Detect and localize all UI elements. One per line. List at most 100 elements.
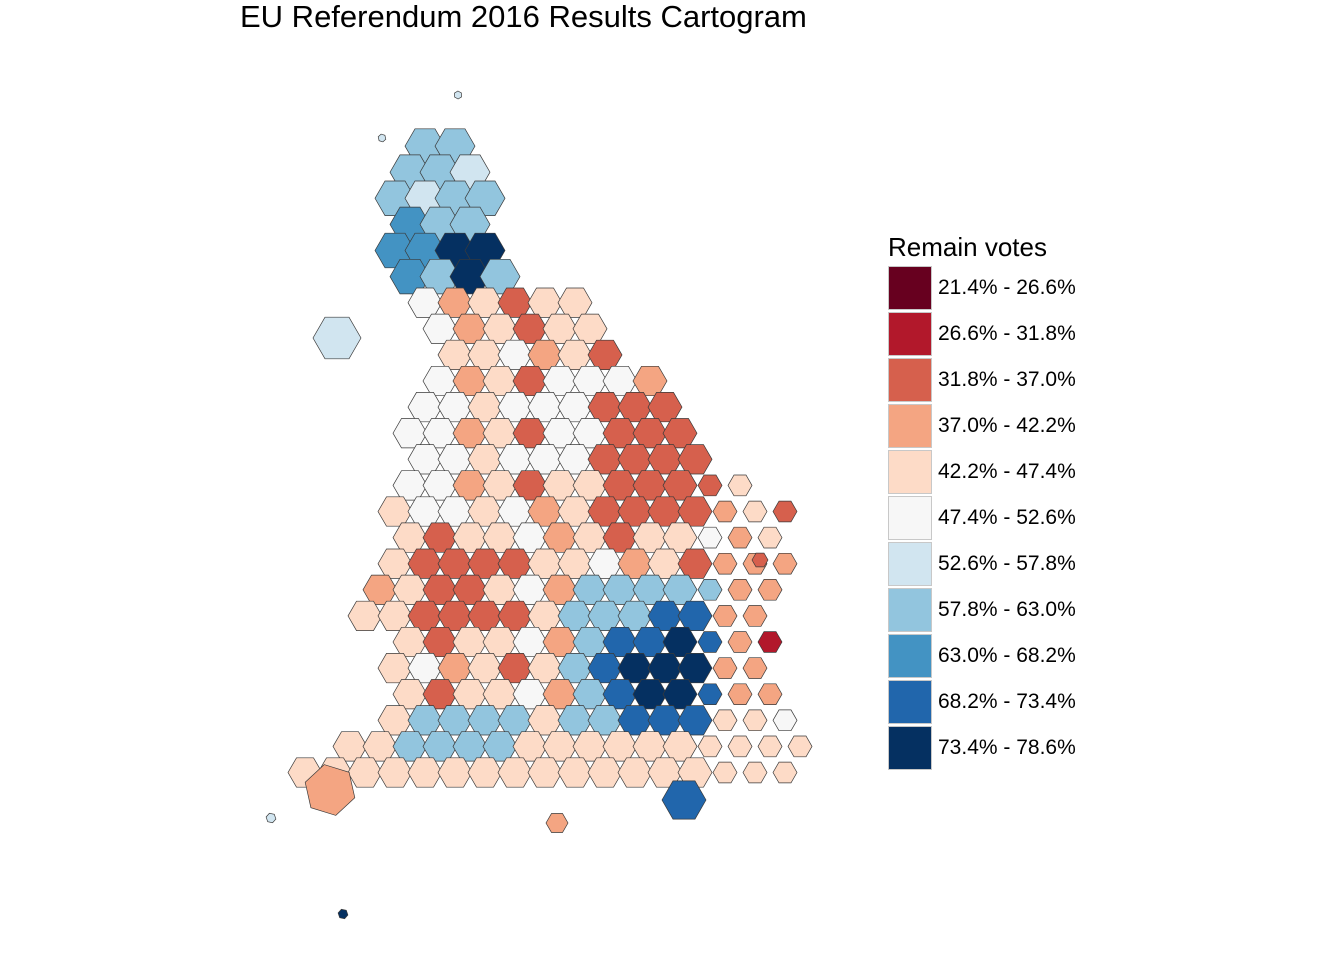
area-cell [482, 679, 518, 710]
area-cell [542, 679, 578, 710]
area-cell [512, 731, 548, 762]
legend-label: 21.4% - 26.6% [938, 276, 1076, 299]
area-cell [392, 418, 428, 449]
area-cell [757, 683, 783, 705]
area-cell [542, 574, 578, 605]
area-cell [632, 470, 668, 501]
area-cell [712, 657, 738, 679]
area-cell [587, 548, 623, 579]
area-cell [662, 418, 698, 449]
area-cell [542, 626, 578, 658]
area-cell [377, 600, 413, 631]
legend-rows: 21.4% - 26.6% 26.6% - 31.8% 31.8% - 37.0% 3… [888, 265, 1076, 771]
area-cell [527, 392, 563, 423]
area-cell [467, 339, 503, 370]
area-cell [467, 600, 503, 631]
area-cell [452, 574, 488, 605]
area-cell [662, 626, 698, 658]
area-cell [542, 418, 578, 449]
area-cell [602, 522, 638, 553]
area-cell [392, 679, 428, 710]
area-cell [572, 418, 608, 449]
area-cell [422, 626, 458, 658]
area-cell [647, 496, 683, 527]
area-cell [467, 705, 503, 736]
area-cell [452, 418, 488, 449]
area-cell [677, 496, 713, 527]
area-cell [482, 731, 518, 762]
area-cell [407, 653, 443, 684]
area-cell [422, 574, 458, 605]
legend-swatch [888, 726, 932, 770]
area-cell [557, 496, 593, 527]
area-cell [482, 626, 518, 658]
area-cell [632, 731, 668, 762]
area-cell [392, 574, 428, 605]
area-cell [757, 526, 783, 549]
legend-swatch [888, 496, 932, 540]
area-cell [772, 761, 798, 784]
area-cell [497, 496, 533, 527]
area-cell [647, 444, 683, 475]
area-cell [482, 418, 518, 449]
area-cell [332, 731, 368, 762]
area-cell [557, 757, 593, 788]
area-cell [572, 313, 608, 344]
area-cell [697, 474, 723, 497]
area-cell [482, 313, 518, 344]
area-cell [572, 626, 608, 658]
area-cell [647, 705, 683, 736]
area-cell [467, 496, 503, 527]
area-cell [497, 444, 533, 475]
area-cell [602, 470, 638, 501]
legend-swatch [888, 680, 932, 724]
area-cell [632, 418, 668, 449]
area-cell [377, 496, 413, 527]
area-cell [677, 705, 713, 736]
area-cell [557, 339, 593, 370]
area-cell [407, 444, 443, 475]
area-cell [647, 600, 683, 631]
area-cell [587, 339, 623, 370]
area-cell [602, 365, 638, 397]
area-cell [467, 757, 503, 788]
legend-label: 57.8% - 63.0% [938, 598, 1076, 621]
area-cell [647, 392, 683, 423]
legend-swatch [888, 634, 932, 678]
area-cell [557, 705, 593, 736]
legend-swatch [888, 312, 932, 356]
area-cell [662, 731, 698, 762]
area-cell [572, 522, 608, 553]
legend-item: 57.8% - 63.0% [888, 587, 1076, 633]
area-cell [602, 626, 638, 658]
area-cell [602, 731, 638, 762]
area-cell [512, 626, 548, 658]
area-cell [542, 313, 578, 344]
area-cell [697, 579, 723, 601]
area-cell [527, 496, 563, 527]
area-cell [772, 500, 798, 523]
area-cell [572, 574, 608, 605]
area-cell [742, 657, 768, 679]
area-cell [497, 392, 533, 423]
area-cell [512, 679, 548, 710]
area-cell [647, 548, 683, 579]
area-cell [632, 574, 668, 605]
area-cell [377, 548, 413, 579]
legend-label: 47.4% - 52.6% [938, 506, 1076, 529]
area-cell [542, 470, 578, 501]
area-cell [527, 548, 563, 579]
area-cell [617, 444, 653, 475]
area-cell [482, 470, 518, 501]
area-cell [712, 500, 738, 523]
area-cell [347, 757, 383, 788]
area-cell [437, 757, 473, 788]
area-cell [422, 313, 458, 344]
area-cell [527, 339, 563, 370]
area-cell [697, 735, 723, 758]
area-cell [742, 605, 768, 627]
area-cell [751, 552, 769, 568]
area-cell [662, 574, 698, 605]
area-cell [787, 735, 813, 758]
